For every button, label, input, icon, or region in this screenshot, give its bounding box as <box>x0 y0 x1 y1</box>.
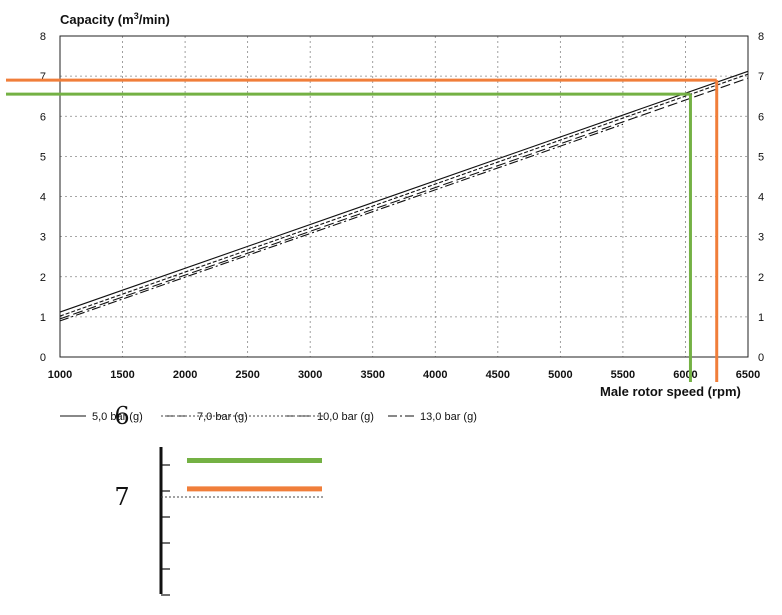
x-tick-label: 2500 <box>235 369 259 381</box>
x-tick-label: 5500 <box>611 369 635 381</box>
y-tick-label: 8 <box>40 31 46 43</box>
y-axis-title-prefix: Capacity (m <box>60 12 134 27</box>
grid <box>60 36 748 357</box>
x-tick-label: 3000 <box>298 369 322 381</box>
y-tick-label-right: 3 <box>758 232 764 244</box>
x-tick-label: 5000 <box>548 369 572 381</box>
series-line <box>59 70 749 313</box>
y-tick-label-right: 1 <box>758 312 764 324</box>
x-tick-label: 4000 <box>423 369 447 381</box>
x-tick-label: 1500 <box>110 369 134 381</box>
x-tick-label: 6000 <box>673 369 697 381</box>
series-line <box>59 77 749 320</box>
zoom-inset: 76 <box>114 402 324 596</box>
legend-label: 13,0 bar (g) <box>420 411 477 423</box>
legend-label: 5,0 bar (g) <box>92 411 143 423</box>
series-lines <box>59 70 749 322</box>
y-axis-title-sup: 3 <box>134 11 139 21</box>
y-tick-label: 4 <box>40 192 46 204</box>
x-tick-labels: 1000 1500 2000 2500 3000 3500 4000 4500 5000 5500… <box>48 369 760 381</box>
y-tick-labels-right: 0 1 2 3 4 5 6 7 8 <box>758 31 764 364</box>
y-tick-label: 1 <box>40 312 46 324</box>
inset-label: 7 <box>114 483 129 511</box>
y-tick-label: 5 <box>40 151 46 163</box>
y-tick-labels-left: 0 1 2 3 4 5 6 7 8 <box>40 31 46 364</box>
y-tick-label-right: 4 <box>758 192 764 204</box>
x-axis-title: Male rotor speed (rpm) <box>600 384 741 399</box>
y-tick-label-right: 0 <box>758 352 764 364</box>
y-tick-label-right: 2 <box>758 272 764 284</box>
series-line <box>59 73 749 317</box>
y-tick-label-right: 8 <box>758 31 764 43</box>
y-tick-label: 7 <box>40 71 46 83</box>
plot-frame <box>59 35 749 358</box>
y-tick-label: 3 <box>40 232 46 244</box>
y-tick-label: 0 <box>40 352 46 364</box>
x-tick-label: 1000 <box>48 369 72 381</box>
x-tick-label: 2000 <box>173 369 197 381</box>
x-tick-label: 3500 <box>360 369 384 381</box>
legend-label: 7,0 bar (g) <box>197 411 248 423</box>
y-axis-title-suffix: /min) <box>139 12 170 27</box>
y-axis-title: Capacity (m3/min) <box>60 11 170 27</box>
annotation-lines <box>6 78 719 382</box>
y-tick-label-right: 7 <box>758 71 764 83</box>
y-tick-label: 2 <box>40 272 46 284</box>
legend-label: 10,0 bar (g) <box>317 411 374 423</box>
y-tick-label: 6 <box>40 111 46 123</box>
y-tick-label-right: 6 <box>758 111 764 123</box>
inset-label: 6 <box>114 402 129 430</box>
x-tick-label: 6500 <box>736 369 760 381</box>
y-tick-label-right: 5 <box>758 151 764 163</box>
x-tick-label: 4500 <box>486 369 510 381</box>
series-line <box>59 123 624 322</box>
